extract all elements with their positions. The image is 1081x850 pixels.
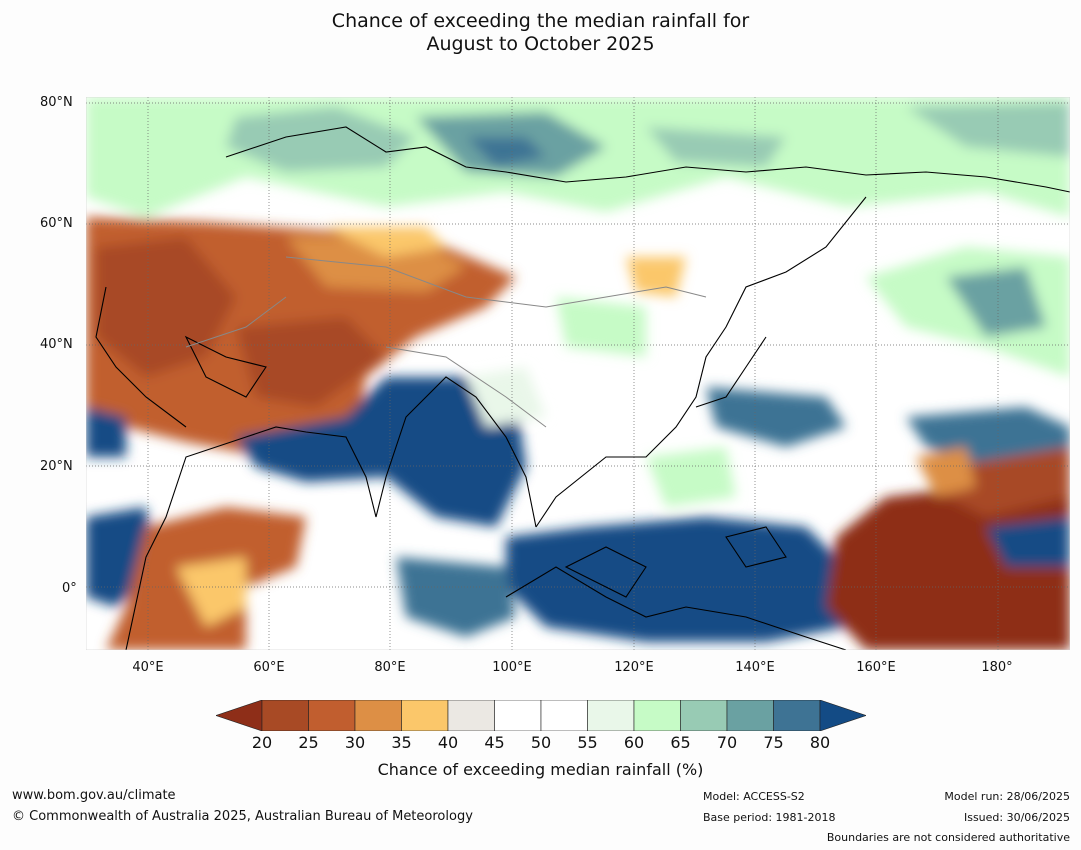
country-borders: [185, 256, 707, 428]
colorbar-arrow-low: [216, 700, 263, 731]
colorbar: [216, 700, 866, 731]
colorbar-segment: [587, 700, 635, 731]
title-line-1: Chance of exceeding the median rainfall …: [331, 10, 750, 32]
probability-fields: [86, 97, 1070, 650]
lat-label-40n: 40°N: [40, 337, 73, 352]
colorbar-tick-label: 60: [623, 733, 645, 752]
lat-label-80n: 80°N: [40, 95, 73, 110]
colorbar-tick-label: 70: [716, 733, 738, 752]
colorbar-tick-label: 30: [344, 733, 366, 752]
colorbar-segment: [401, 700, 449, 731]
colorbar-segment: [261, 700, 309, 731]
lat-label-60n: 60°N: [40, 216, 73, 231]
colorbar-segment: [680, 700, 728, 731]
colorbar-tick-label: 55: [577, 733, 598, 752]
colorbar-segment: [540, 700, 588, 731]
colorbar-tick-label: 80: [809, 733, 831, 752]
colorbar-tick-label: 50: [530, 733, 552, 752]
lon-label-100e: 100°E: [492, 660, 532, 675]
copyright-text: © Commonwealth of Australia 2025, Austra…: [12, 809, 473, 824]
colorbar-segment: [308, 700, 356, 731]
graticule: [86, 97, 1070, 650]
lon-label-120e: 120°E: [614, 660, 654, 675]
website-link[interactable]: www.bom.gov.au/climate: [12, 788, 176, 803]
colorbar-tick-label: 20: [251, 733, 273, 752]
issued-date: Issued: 30/06/2025: [963, 811, 1070, 824]
colorbar-tick-label: 35: [391, 733, 412, 752]
model-name: Model: ACCESS-S2: [703, 790, 805, 803]
base-period: Base period: 1981-2018: [703, 811, 836, 824]
colorbar-arrow-high: [819, 700, 866, 731]
lon-label-160e: 160°E: [856, 660, 896, 675]
boundaries-disclaimer: Boundaries are not considered authoritat…: [826, 831, 1070, 844]
colorbar-tick-label: 40: [437, 733, 459, 752]
colorbar-segment: [494, 700, 542, 731]
colorbar-tick-label: 65: [670, 733, 691, 752]
lon-label-40e: 40°E: [132, 660, 164, 675]
colorbar-segment: [726, 700, 774, 731]
colorbar-tick-label: 75: [763, 733, 784, 752]
lat-label-equator: 0°: [62, 581, 77, 596]
coastlines: [95, 126, 1070, 650]
colorbar-segment: [633, 700, 681, 731]
rainfall-probability-map: [86, 97, 1070, 650]
colorbar-segment: [773, 700, 821, 731]
colorbar-tick-label: 25: [298, 733, 319, 752]
lat-label-20n: 20°N: [40, 459, 73, 474]
colorbar-tick-label: 45: [484, 733, 505, 752]
model-run-date: Model run: 28/06/2025: [944, 790, 1070, 803]
colorbar-segment: [354, 700, 402, 731]
lon-label-80e: 80°E: [374, 660, 406, 675]
lon-label-140e: 140°E: [735, 660, 775, 675]
colorbar-segment: [447, 700, 495, 731]
lon-label-60e: 60°E: [253, 660, 285, 675]
lon-label-180: 180°: [981, 660, 1013, 675]
colorbar-label: Chance of exceeding median rainfall (%): [377, 760, 704, 779]
chart-title: Chance of exceeding the median rainfall …: [0, 10, 1081, 56]
title-line-2: August to October 2025: [426, 33, 655, 55]
